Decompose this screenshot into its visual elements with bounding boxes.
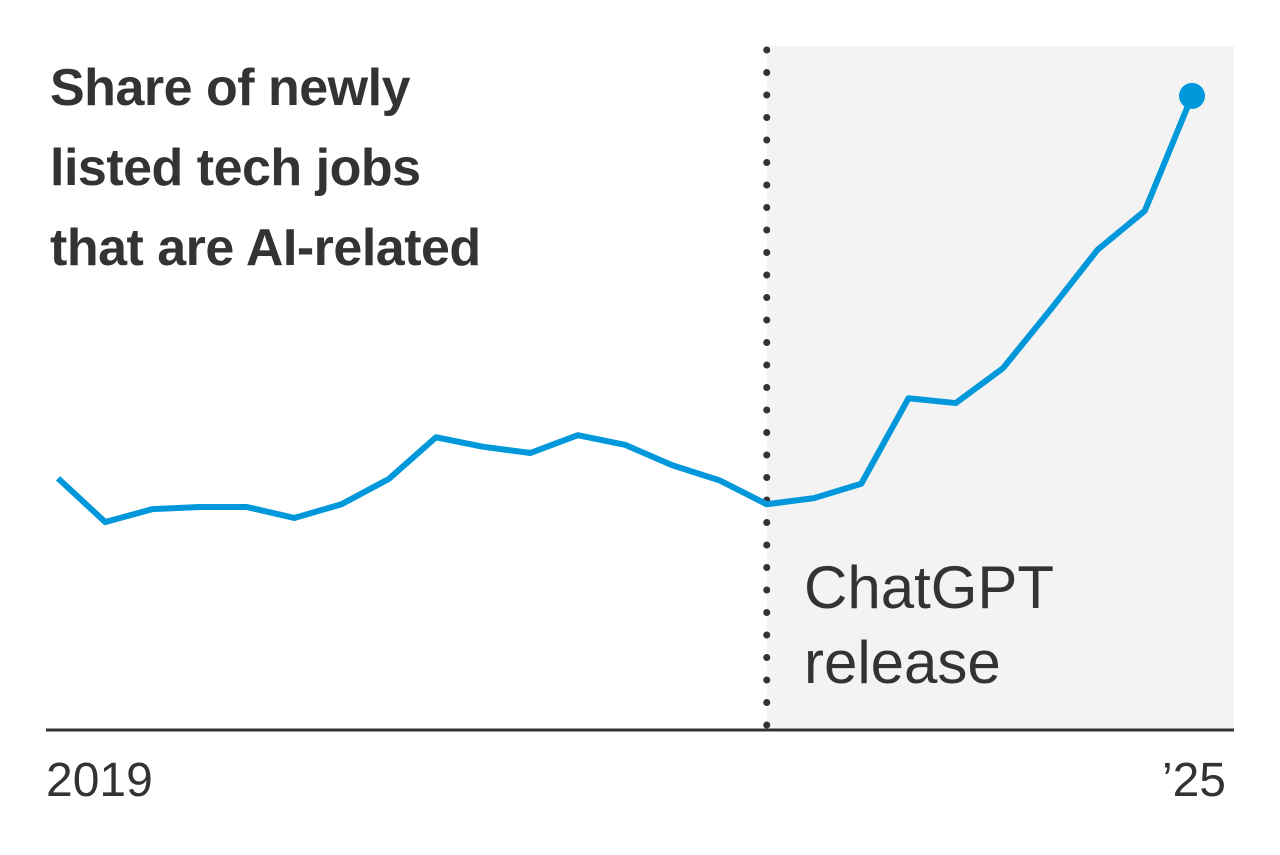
series-line (55, 94, 1195, 526)
x-tick-label-start: 2019 (46, 754, 153, 807)
title-line-2: listed tech jobs (50, 139, 421, 197)
annotation-line-1: ChatGPT (804, 554, 1054, 621)
chart-title: Share of newly listed tech jobs that are… (50, 48, 481, 288)
title-line-1: Share of newly (50, 59, 410, 117)
annotation-line-2: release (804, 629, 1001, 696)
x-tick-label-end: ’25 (1162, 754, 1226, 807)
post-chatgpt-shaded-region (766, 46, 1234, 730)
end-point-marker (1179, 82, 1205, 109)
title-line-3: that are AI-related (50, 219, 481, 277)
